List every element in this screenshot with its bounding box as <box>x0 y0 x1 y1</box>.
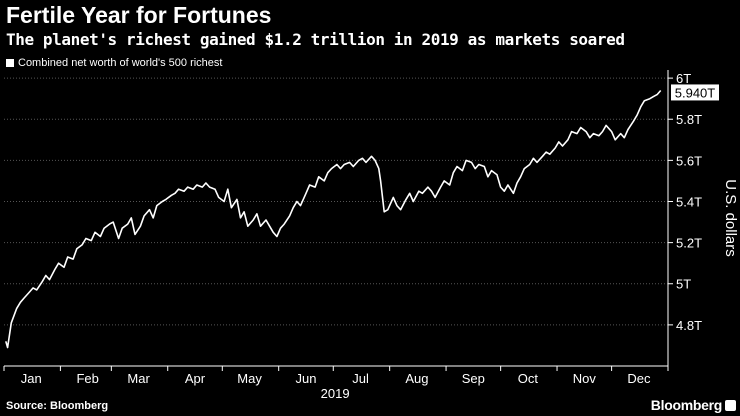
gridlines <box>4 77 668 326</box>
y-axis-label: U.S. dollars <box>722 179 739 257</box>
x-tick-label: Nov <box>573 371 597 386</box>
y-tick-label: 5.8T <box>676 112 702 127</box>
y-tick-label: 5T <box>676 277 691 292</box>
series-line <box>5 89 662 349</box>
chart-title: Fertile Year for Fortunes <box>6 2 272 28</box>
x-tick-label: Apr <box>185 371 206 386</box>
x-tick-label: Jul <box>352 371 369 386</box>
x-tick-label: May <box>237 371 262 386</box>
chart-subtitle: The planet's richest gained $1.2 trillio… <box>6 30 625 49</box>
legend-swatch <box>6 59 14 67</box>
y-tick-label: 4.8T <box>676 318 702 333</box>
x-tick-label: Dec <box>627 371 651 386</box>
x-tick-label: Mar <box>127 371 150 386</box>
bloomberg-mark-icon <box>725 400 736 411</box>
x-tick-label: Jun <box>295 371 316 386</box>
tick-labels: 4.8T 5T 5.2T 5.4T 5.6T 5.8T 6T Jan Feb Mar Apr May J… <box>21 71 739 401</box>
y-tick-label: 6T <box>676 71 691 86</box>
last-value-box <box>671 84 719 101</box>
axes <box>3 70 673 371</box>
y-tick-label: 5.6T <box>676 153 702 168</box>
x-tick-label: Oct <box>518 371 539 386</box>
y-tick-label: 5.2T <box>676 236 702 251</box>
source-note: Source: Bloomberg <box>6 400 109 412</box>
x-axis-label: 2019 <box>321 386 350 401</box>
last-value-label: 5.940T <box>675 85 716 100</box>
x-tick-label: Aug <box>405 371 428 386</box>
bloomberg-logo: Bloomberg <box>650 397 723 413</box>
y-tick-label: 5.4T <box>676 194 702 209</box>
x-tick-label: Feb <box>76 371 98 386</box>
legend-label: Combined net worth of world's 500 riches… <box>18 57 223 69</box>
legend: Combined net worth of world's 500 riches… <box>6 57 222 69</box>
x-tick-label: Sep <box>462 371 485 386</box>
x-tick-label: Jan <box>21 371 42 386</box>
series-layer <box>5 89 662 349</box>
